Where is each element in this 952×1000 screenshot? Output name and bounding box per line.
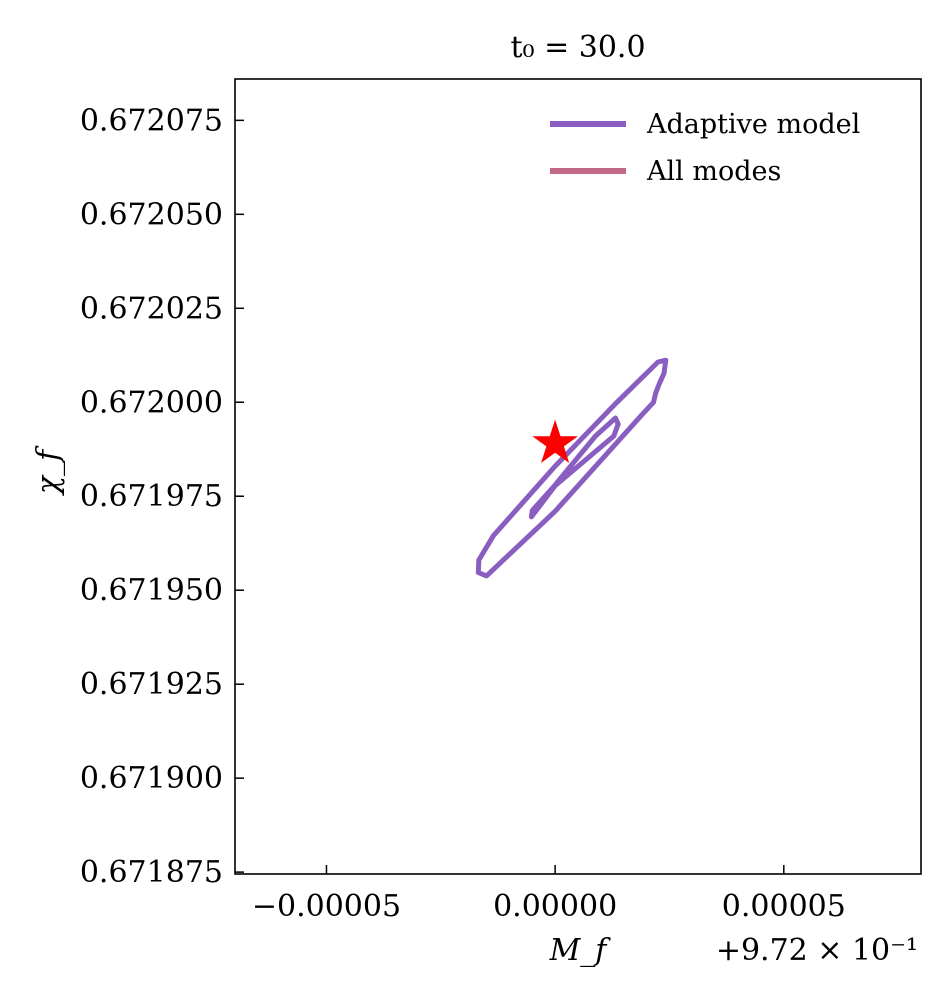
marker-layer [532,419,578,463]
y-tick-label: 0.672000 [80,385,223,420]
x-tick-label: 0.00000 [493,889,617,924]
legend-label-all-modes: All modes [646,156,781,187]
y-tick-label: 0.672025 [80,291,223,326]
y-tick-label: 0.671925 [80,667,223,702]
y-tick-label: 0.672075 [80,103,223,138]
x-axis-offset-label: +9.72 × 10⁻¹ [716,933,918,968]
y-axis-ticks: 0.671875 0.671900 0.671925 0.671950 0.671975… [80,103,244,890]
true-value-star-marker [532,419,578,463]
contour-inner-adaptive-model [528,415,621,520]
chart-title: t₀ = 30.0 [510,30,645,65]
y-tick-label: 0.671950 [80,573,223,608]
x-tick-label: −0.00005 [252,889,401,924]
x-axis-ticks: −0.00005 0.00000 0.00005 [252,865,846,924]
legend-label-adaptive-model: Adaptive model [646,109,860,140]
y-tick-label: 0.671900 [80,761,223,796]
x-tick-label: 0.00005 [722,889,846,924]
contour-layer [475,357,669,579]
legend: Adaptive model All modes [550,109,860,187]
contour-outer-adaptive-model [475,357,669,579]
x-axis-label: M_f [549,933,612,968]
y-tick-label: 0.672050 [80,197,223,232]
y-tick-label: 0.671875 [80,855,223,890]
y-axis-label: χ_f [31,445,66,496]
plot-area-frame [234,78,922,875]
y-tick-label: 0.671975 [80,479,223,514]
